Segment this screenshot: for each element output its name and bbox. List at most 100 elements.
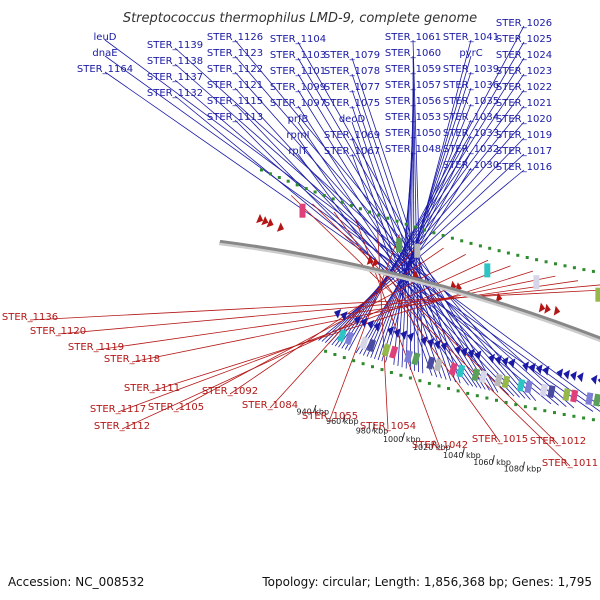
tick-mark: [431, 440, 435, 449]
gene-label: STER_1061: [385, 32, 441, 43]
gene-label: STER_1035: [443, 96, 499, 107]
gene-label: STER_1011: [542, 458, 598, 469]
forward-gene-block: [411, 352, 421, 366]
leader-line: [234, 119, 509, 396]
forward-gene-arrow: [367, 320, 375, 330]
forward-gene-arrow: [434, 339, 441, 350]
forward-gene-arrow: [334, 309, 342, 319]
backbone-shadow: [218, 241, 600, 343]
leader-line: [338, 73, 525, 348]
forward-gene-arrow: [570, 371, 577, 381]
reverse-gene-block: [299, 203, 306, 218]
forward-gene-dot: [389, 371, 393, 374]
gene-label: STER_1023: [496, 66, 552, 77]
gene-label: STER_1053: [385, 112, 441, 123]
forward-gene-arrow: [597, 378, 600, 383]
reverse-gene-dot: [525, 256, 529, 259]
gene-label: STER_1020: [496, 114, 552, 125]
genome-backbone: [218, 239, 600, 343]
gene-label: STER_1132: [147, 88, 203, 99]
forward-gene-dot: [504, 401, 508, 404]
forward-gene-arrow: [387, 326, 395, 336]
leader-line: [321, 153, 525, 342]
forward-gene-dot: [371, 365, 374, 369]
gene-label: STER_1034: [443, 112, 499, 123]
forward-gene-dot: [324, 349, 328, 353]
reverse-gene-block: [595, 287, 600, 302]
forward-gene-arrow: [590, 374, 598, 385]
forward-gene-dot: [523, 405, 527, 409]
leader-line: [334, 89, 525, 347]
reverse-gene-dot: [322, 194, 326, 197]
gene-label: STER_1033: [443, 128, 499, 139]
leader-line: [297, 105, 482, 389]
gene-label: STER_1139: [147, 40, 203, 51]
leader-line: [121, 259, 489, 430]
tick-mark: [401, 432, 405, 441]
gene-label: STER_1032: [443, 144, 499, 155]
forward-gene-arrow: [577, 372, 584, 383]
forward-gene-dot: [418, 379, 422, 383]
leader-line: [370, 103, 472, 358]
tick-label: 960 kbp: [326, 417, 359, 426]
forward-gene-arrow: [427, 338, 435, 348]
tick-label: 1060 kbp: [473, 458, 511, 467]
gene-label: STER_1092: [202, 386, 258, 397]
gene-label: STER_1104: [270, 34, 326, 45]
reverse-gene-dot: [340, 200, 344, 204]
forward-gene-dot: [333, 353, 337, 356]
reverse-gene-dot: [313, 190, 317, 194]
forward-gene-block: [516, 378, 526, 392]
gene-label: STER_1138: [147, 56, 203, 67]
gene-label: STER_1022: [496, 82, 552, 93]
gene-label: STER_1111: [124, 383, 180, 394]
leader-line: [297, 73, 490, 391]
gene-label: STER_1164: [77, 64, 133, 75]
gene-label: STER_1078: [324, 66, 380, 77]
gene-label: dnaE: [92, 48, 117, 59]
leader-line: [234, 55, 531, 400]
forward-gene-dot: [543, 409, 547, 413]
forward-gene-block: [585, 392, 594, 406]
forward-gene-block: [426, 356, 436, 370]
tick-label: 1020 kbp: [413, 443, 451, 452]
gene-label: rplT: [288, 146, 308, 157]
gene-label: STER_1060: [385, 48, 441, 59]
map-title: Streptococcus thermophilus LMD-9, comple…: [123, 11, 477, 26]
gene-label: STER_1099: [270, 82, 326, 93]
gene-label: STER_1025: [496, 34, 552, 45]
gene-label: STER_1055: [302, 411, 358, 422]
forward-gene-block: [501, 375, 511, 389]
leader-line: [333, 211, 501, 443]
reverse-gene-arrow: [544, 303, 551, 314]
gene-label: STER_1019: [496, 130, 552, 141]
reverse-gene-dot: [423, 228, 427, 232]
reverse-gene-dot: [544, 260, 548, 264]
forward-gene-arrow: [360, 317, 368, 328]
leader-line: [174, 47, 575, 409]
reverse-gene-dot: [582, 268, 586, 272]
reverse-gene-dot: [413, 225, 417, 229]
gene-label: leuD: [94, 32, 117, 43]
leader-line: [355, 167, 472, 354]
forward-gene-arrow: [488, 353, 495, 364]
leader-line: [366, 119, 472, 357]
forward-gene-dot: [342, 356, 346, 360]
gene-label: STER_1084: [242, 400, 298, 411]
forward-gene-block: [471, 368, 481, 382]
reverse-gene-block: [414, 243, 421, 258]
reverse-gene-dot: [554, 262, 557, 266]
gene-label: STER_1103: [270, 50, 326, 61]
forward-gene-dot: [447, 387, 450, 390]
forward-gene-block: [547, 385, 556, 399]
gene-label: STER_1079: [324, 50, 380, 61]
forward-gene-arrow: [407, 332, 415, 342]
reverse-gene-arrow: [276, 222, 284, 232]
reverse-gene-block: [484, 263, 491, 278]
reverse-gene-dot: [404, 222, 408, 226]
forward-gene-block: [337, 329, 347, 343]
reverse-gene-dot: [368, 210, 371, 214]
tick-label: 1040 kbp: [443, 451, 481, 460]
